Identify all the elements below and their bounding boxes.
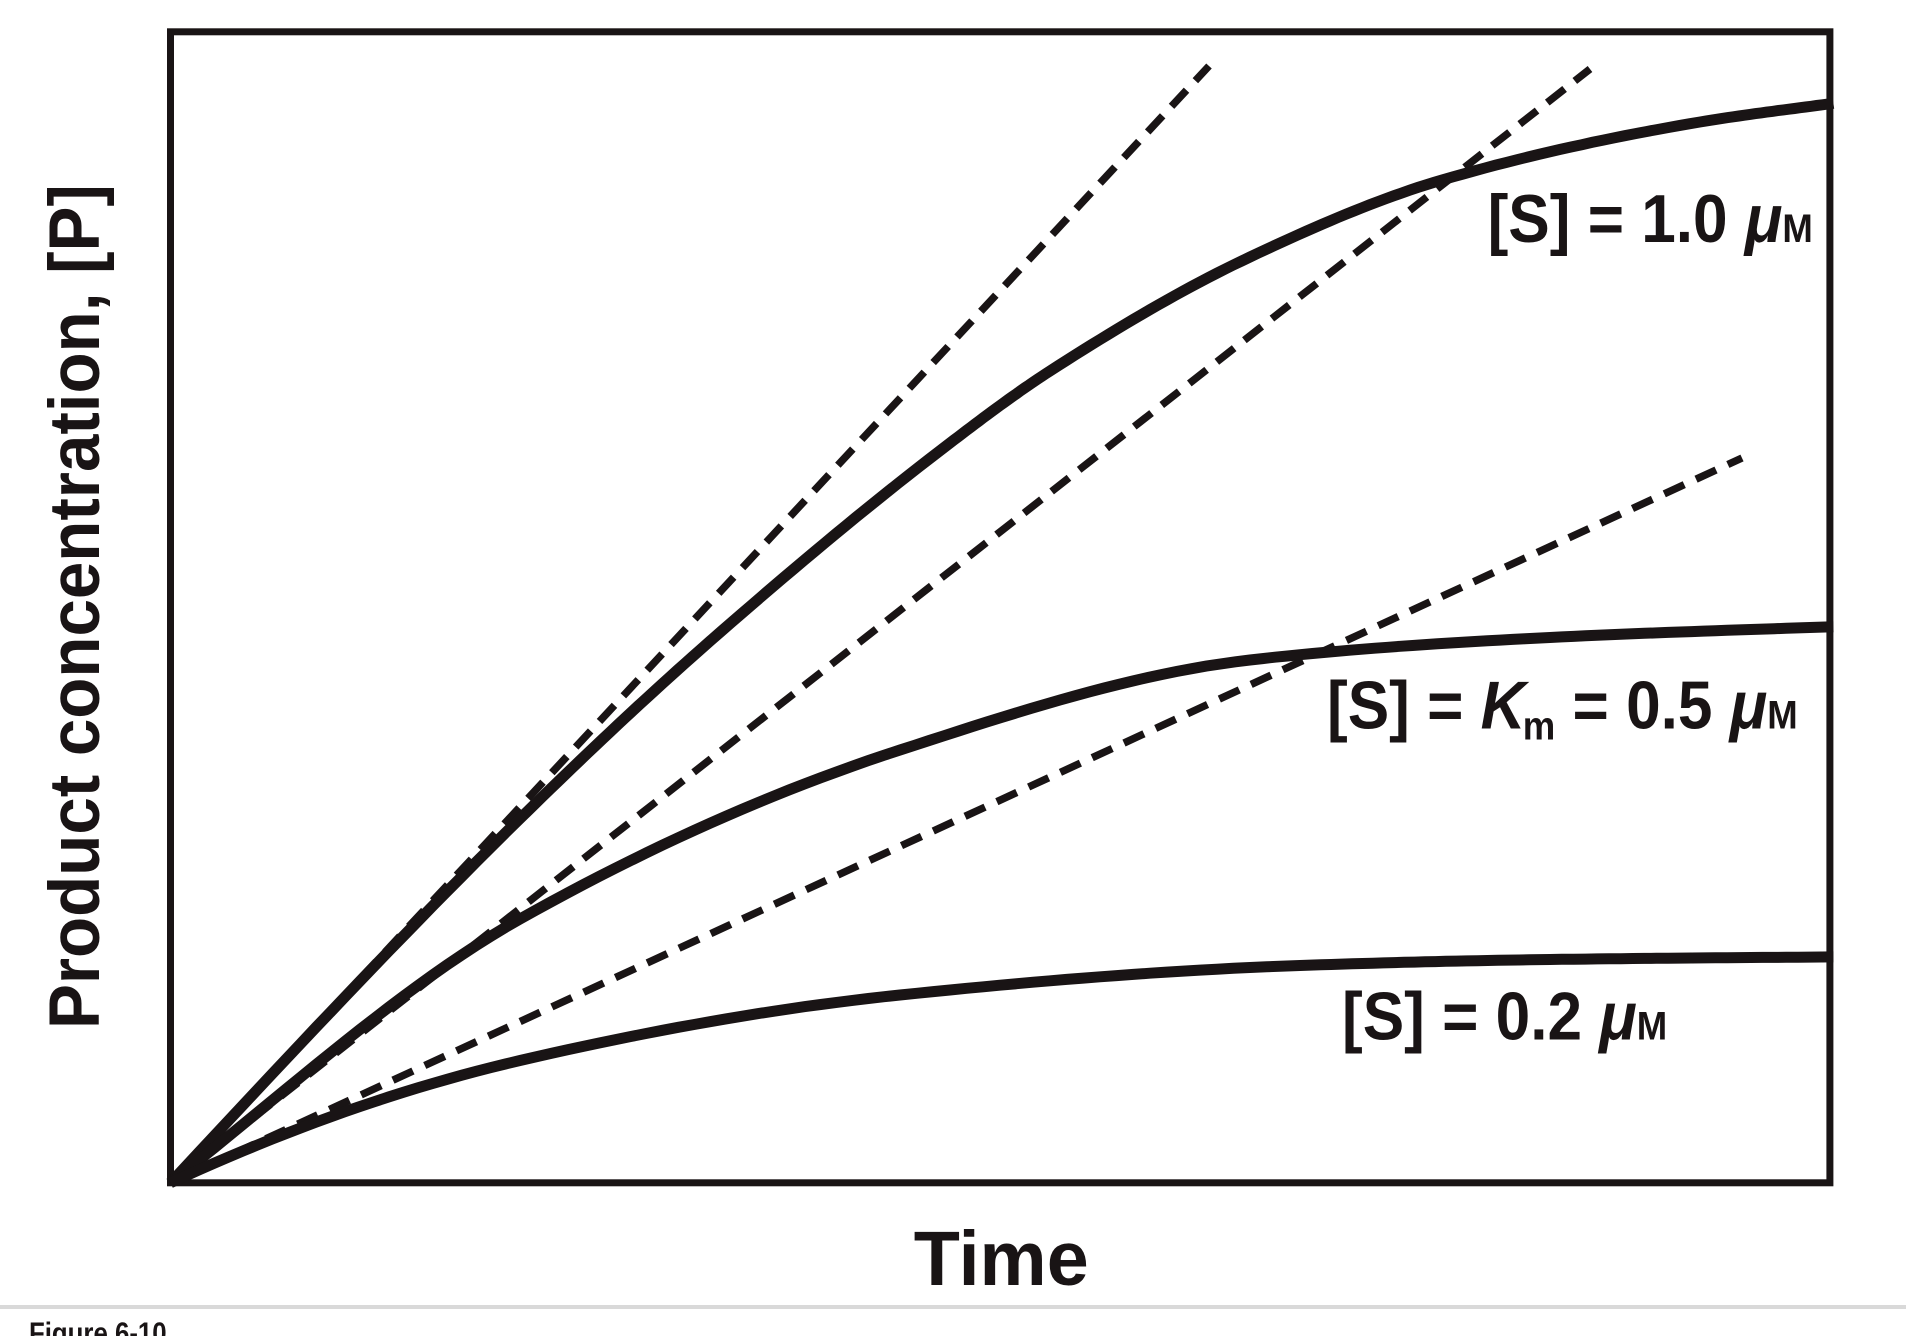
svg-text:Product concentration, [P]: Product concentration, [P] bbox=[35, 184, 115, 1029]
svg-text:[S] = 1.0 μM: [S] = 1.0 μM bbox=[1488, 180, 1813, 256]
svg-text:[S] = 0.2 μM: [S] = 0.2 μM bbox=[1342, 978, 1667, 1054]
svg-text:[S] = Km = 0.5 μM: [S] = Km = 0.5 μM bbox=[1327, 667, 1798, 749]
svg-text:Figure 6-10: Figure 6-10 bbox=[29, 1316, 167, 1336]
svg-text:Time: Time bbox=[914, 1216, 1089, 1302]
